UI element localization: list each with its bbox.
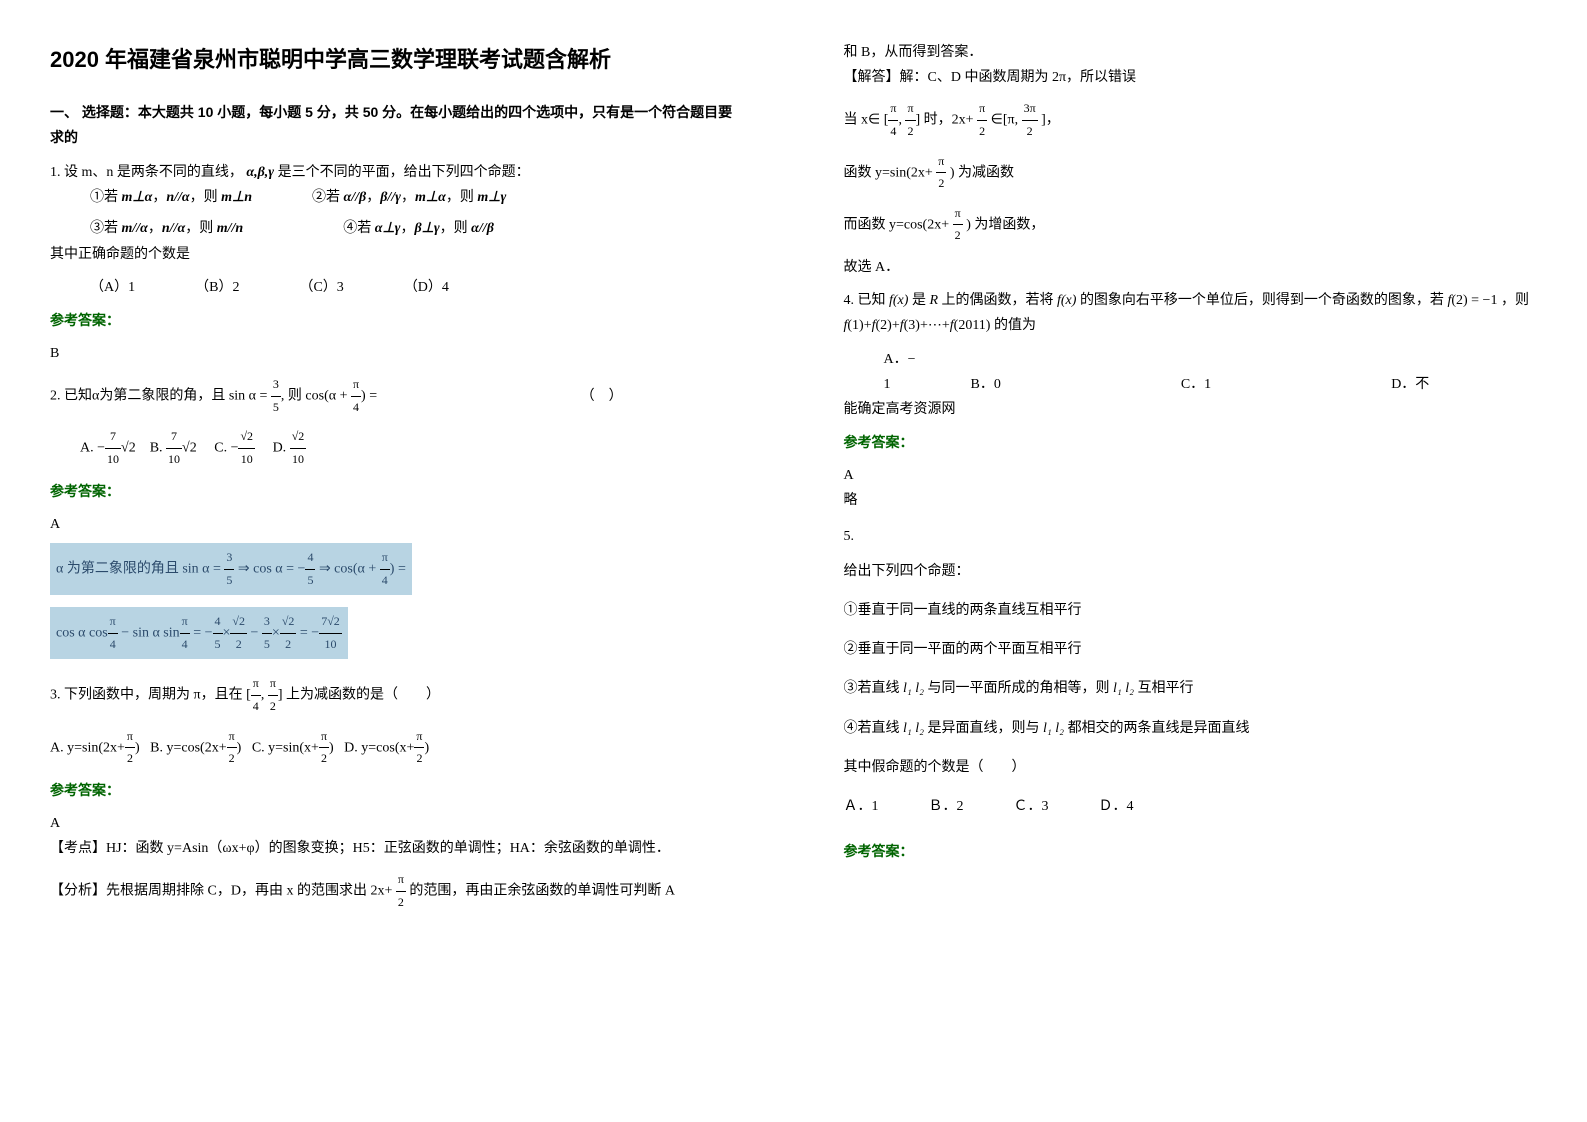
q4-opt-a-line1: A．− — [884, 347, 1004, 372]
r-line2: 【解答】解：C、D 中函数周期为 2π，所以错误 — [844, 65, 1538, 90]
q5-p2: ②垂直于同一平面的两个平面互相平行 — [844, 637, 1538, 662]
r-line5-a: 而函数 y=cos(2x+ — [844, 217, 950, 232]
r-line4-b: ) 为减函数 — [950, 165, 1014, 180]
q4-stem: 4. 已知 f(x) 是 R 上的偶函数，若将 f(x) 的图象向右平移一个单位… — [844, 288, 1538, 338]
q1-sub2: ②若 α//β，β//γ，m⊥α，则 m⊥γ — [312, 185, 506, 210]
left-column: 2020 年福建省泉州市聪明中学高三数学理联考试题含解析 一、 选择题：本大题共… — [0, 0, 794, 1122]
q5-tail: 其中假命题的个数是（ ） — [844, 755, 1538, 780]
q1-subs: ①若 m⊥α，n//α，则 m⊥n ②若 α//β，β//γ，m⊥α，则 m⊥γ… — [90, 185, 744, 241]
q1-stem-text: 1. 设 m、n 是两条不同的直线， — [50, 165, 243, 180]
q3-stem-a: 3. 下列函数中，周期为 π，且在 — [50, 688, 246, 703]
q3-expl2-a: 【分析】先根据周期排除 C，D，再由 x 的范围求出 2x+ — [50, 884, 396, 899]
page-title: 2020 年福建省泉州市聪明中学高三数学理联考试题含解析 — [50, 40, 744, 80]
q2-options: A. −710√2 B. 710√2 C. −√210 D. √210 — [80, 426, 744, 470]
r-line3-a: 当 x∈ — [844, 113, 881, 128]
r-line4-a: 函数 y=sin(2x+ — [844, 165, 933, 180]
answer-label-3: 参考答案： — [50, 778, 744, 803]
q5-stem: 给出下列四个命题： — [844, 559, 1538, 584]
q3-stem: 3. 下列函数中，周期为 π，且在 [π4, π2] 上为减函数的是（ ） — [50, 673, 744, 717]
q5-opt-d: Ｄ．4 — [1099, 794, 1134, 819]
q2-highlight-1: α 为第二象限的角且 sin α = 35 ⇒ cos α = −45 ⇒ co… — [50, 543, 412, 595]
q1-opt-d: （D）4 — [404, 275, 449, 300]
q4-options: A．− 1 B．0 C．1 D．不 能确定高考资源网 — [884, 347, 1538, 423]
q2-stem: 2. 已知α为第二象限的角，且 sin α = 35, 则 cos(α + π4… — [50, 374, 744, 418]
q3-explain-1: 【考点】HJ：函数 y=Asin（ωx+φ）的图象变换；H5：正弦函数的单调性；… — [50, 836, 744, 861]
q1-sub1: ①若 m⊥α，n//α，则 m⊥n — [90, 185, 252, 210]
q3-options: A. y=sin(2x+π2) B. y=cos(2x+π2) C. y=sin… — [50, 726, 744, 770]
q5-p1: ①垂直于同一直线的两条直线互相平行 — [844, 598, 1538, 623]
q5-num: 5. — [844, 524, 1538, 549]
q1-opt-c: （C）3 — [299, 275, 343, 300]
right-column: 和 B，从而得到答案． 【解答】解：C、D 中函数周期为 2π，所以错误 当 x… — [794, 0, 1587, 1122]
q1-opt-b: （B）2 — [195, 275, 239, 300]
q1-answer: B — [50, 341, 744, 366]
q2-explain-1: α 为第二象限的角且 sin α = 35 ⇒ cos α = −45 ⇒ co… — [50, 537, 744, 601]
q5-options: Ａ．1 Ｂ．2 Ｃ．3 Ｄ．4 — [844, 794, 1538, 819]
q4-answer: A — [844, 463, 1538, 488]
q3-answer: A — [50, 811, 744, 836]
q4-opt-a-line2: 1 — [884, 372, 891, 397]
q2-explain-2: cos α cosπ4 − sin α sinπ4 = −45×√22 − 35… — [50, 601, 744, 665]
r-line6: 故选 A． — [844, 255, 1538, 280]
q4-explain: 略 — [844, 488, 1538, 513]
section-1-head: 一、 选择题：本大题共 10 小题，每小题 5 分，共 50 分。在每小题给出的… — [50, 100, 744, 150]
q2-answer: A — [50, 512, 744, 537]
q5-opt-c: Ｃ．3 — [1014, 794, 1049, 819]
q5-opt-b: Ｂ．2 — [929, 794, 964, 819]
q5-p3: ③若直线 l₁ l₂ 与同一平面所成的角相等，则 l₁ l₂ 互相平行 — [844, 676, 1538, 701]
q1-stem-tail: 是三个不同的平面，给出下列四个命题： — [278, 165, 530, 180]
q1-opt-a: （A）1 — [90, 275, 135, 300]
answer-label-2: 参考答案： — [50, 479, 744, 504]
r-line3: 当 x∈ [π4, π2] 时，2x+ π2 ∈[π, 3π2 ]， — [844, 98, 1538, 142]
q4-opt-b: B．0 — [971, 372, 1001, 397]
r-line5: 而函数 y=cos(2x+ π2 ) 为增函数， — [844, 203, 1538, 247]
q1-stem: 1. 设 m、n 是两条不同的直线， α,β,γ 是三个不同的平面，给出下列四个… — [50, 160, 744, 185]
q2-blank: （ ） — [581, 389, 623, 404]
q5-p4: ④若直线 l₁ l₂ 是异面直线，则与 l₁ l₂ 都相交的两条直线是异面直线 — [844, 716, 1538, 741]
exam-page: 2020 年福建省泉州市聪明中学高三数学理联考试题含解析 一、 选择题：本大题共… — [0, 0, 1587, 1122]
answer-label-5: 参考答案： — [844, 839, 1538, 864]
q2-highlight-2: cos α cosπ4 − sin α sinπ4 = −45×√22 − 35… — [50, 607, 348, 659]
q4-opt-d: D．不 — [1391, 372, 1429, 397]
q1-sub4: ④若 α⊥γ，β⊥γ，则 α//β — [343, 216, 494, 241]
q5-opt-a: Ａ．1 — [844, 794, 879, 819]
answer-label-1: 参考答案： — [50, 308, 744, 333]
q4-opt-c: C．1 — [1181, 372, 1211, 397]
r-line5-b: ) 为增函数， — [966, 217, 1044, 232]
q3-stem-b: 上为减函数的是（ ） — [286, 688, 440, 703]
r-line1: 和 B，从而得到答案． — [844, 40, 1538, 65]
r-line3-d: ]， — [1041, 113, 1060, 128]
q3-explain-2: 【分析】先根据周期排除 C，D，再由 x 的范围求出 2x+ π2 的范围，再由… — [50, 869, 744, 913]
q1-options: （A）1 （B）2 （C）3 （D）4 — [90, 275, 744, 300]
r-line3-b: 时，2x+ — [924, 113, 974, 128]
q3-expl2-b: 的范围，再由正余弦函数的单调性可判断 A — [409, 884, 675, 899]
r-line4: 函数 y=sin(2x+ π2 ) 为减函数 — [844, 151, 1538, 195]
q4-opt-d-tail: 能确定高考资源网 — [844, 397, 1538, 422]
r-line3-c: ∈[π, — [991, 113, 1022, 128]
alpha-beta-gamma: α,β,γ — [246, 165, 274, 180]
q1-sub3: ③若 m//α，n//α，则 m//n — [90, 216, 243, 241]
q1-tail: 其中正确命题的个数是 — [50, 242, 744, 267]
answer-label-4: 参考答案： — [844, 430, 1538, 455]
